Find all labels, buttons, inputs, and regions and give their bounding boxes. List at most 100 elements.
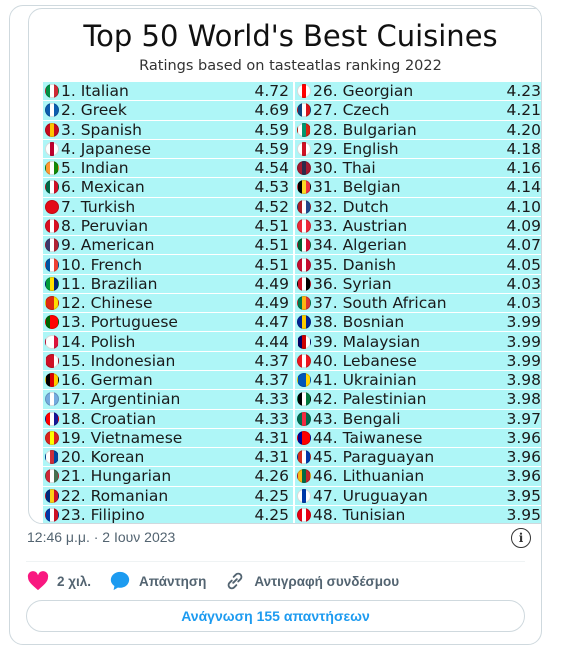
ranking-row: 3. Spanish 4.59: [43, 120, 293, 139]
cuisine-name: 6. Mexican: [61, 178, 145, 197]
cuisine-name: 39. Malaysian: [313, 332, 421, 351]
ranking-row: 35. Danish 4.05: [295, 255, 541, 274]
flag-icon: [45, 199, 59, 214]
flag-icon: [45, 430, 59, 445]
cuisine-name: 1. Italian: [61, 82, 129, 101]
ranking-row: 27. Czech 4.21: [295, 101, 541, 120]
cuisine-score: 4.37: [254, 351, 289, 370]
ranking-row: 13. Portuguese 4.47: [43, 313, 293, 332]
cuisine-name: 33. Austrian: [313, 216, 408, 235]
cuisine-score: 4.33: [254, 390, 289, 409]
cuisine-score: 4.72: [254, 82, 289, 101]
cuisine-score: 3.97: [506, 409, 541, 428]
flag-icon: [297, 238, 311, 253]
cuisine-name: 34. Algerian: [313, 236, 407, 255]
cuisine-name: 45. Paraguayan: [313, 448, 435, 467]
ranking-row: 45. Paraguayan 3.96: [295, 448, 541, 467]
cuisine-score: 4.59: [254, 120, 289, 139]
cuisine-name: 35. Danish: [313, 255, 397, 274]
ranking-row: 40. Lebanese 3.99: [295, 351, 541, 370]
cuisine-name: 28. Bulgarian: [313, 120, 417, 139]
cuisine-score: 4.23: [506, 82, 541, 101]
cuisine-score: 4.31: [254, 428, 289, 447]
flag-icon: [297, 469, 311, 484]
action-bar: 2 χιλ. Απάντηση Αντιγραφή συνδέσμου: [27, 569, 399, 593]
reply-button[interactable]: Απάντηση: [109, 570, 206, 592]
read-replies-button[interactable]: Ανάγνωση 155 απαντήσεων: [26, 600, 525, 632]
cuisine-name: 42. Palestinian: [313, 390, 427, 409]
ranking-row: 42. Palestinian 3.98: [295, 390, 541, 409]
ranking-row: 38. Bosnian 3.99: [295, 313, 541, 332]
cuisine-name: 14. Polish: [61, 332, 136, 351]
cuisine-score: 4.69: [254, 101, 289, 120]
flag-icon: [45, 296, 59, 311]
cuisine-name: 8. Peruvian: [61, 216, 149, 235]
copy-link-button[interactable]: Αντιγραφή συνδέσμου: [224, 570, 399, 592]
cuisine-score: 3.99: [506, 332, 541, 351]
info-icon[interactable]: i: [511, 528, 531, 548]
flag-icon: [45, 411, 59, 426]
ranking-row: 33. Austrian 4.09: [295, 216, 541, 236]
cuisine-name: 3. Spanish: [61, 120, 142, 139]
cuisine-score: 4.05: [506, 255, 541, 274]
cuisine-name: 12. Chinese: [61, 294, 153, 313]
flag-icon: [45, 218, 59, 233]
cuisine-score: 4.51: [254, 255, 289, 274]
cuisine-score: 3.95: [506, 505, 541, 524]
cuisine-score: 4.26: [254, 467, 289, 486]
ranking-row: 18. Croatian 4.33: [43, 409, 293, 428]
flag-icon: [297, 411, 311, 426]
like-button[interactable]: 2 χιλ.: [27, 571, 91, 591]
flag-icon: [45, 315, 59, 330]
ranking-row: 34. Algerian 4.07: [295, 236, 541, 255]
flag-icon: [297, 84, 311, 99]
ranking-row: 37. South African 4.03: [295, 293, 541, 313]
cuisine-score: 4.03: [506, 274, 541, 293]
cuisine-name: 31. Belgian: [313, 178, 401, 197]
cuisine-name: 32. Dutch: [313, 197, 389, 216]
flag-icon: [297, 199, 311, 214]
ranking-row: 6. Mexican 4.53: [43, 178, 293, 197]
ranking-row: 47. Uruguayan 3.95: [295, 486, 541, 505]
cuisine-score: 3.99: [506, 313, 541, 332]
cuisine-score: 3.98: [506, 371, 541, 390]
ranking-row: 20. Korean 4.31: [43, 448, 293, 467]
tweet-image[interactable]: Top 50 World's Best Cuisines Ratings bas…: [28, 8, 541, 524]
ranking-row: 1. Italian 4.72: [43, 82, 293, 101]
ranking-row: 11. Brazilian 4.49: [43, 274, 293, 293]
ranking-row: 10. French 4.51: [43, 255, 293, 274]
cuisine-name: 5. Indian: [61, 159, 129, 178]
flag-icon: [45, 161, 59, 176]
cuisine-name: 22. Romanian: [61, 486, 169, 505]
flag-icon: [45, 238, 59, 253]
ranking-row: 39. Malaysian 3.99: [295, 332, 541, 351]
cuisine-name: 19. Vietnamese: [61, 428, 183, 447]
cuisine-name: 13. Portuguese: [61, 313, 178, 332]
flag-icon: [45, 257, 59, 272]
flag-icon: [297, 450, 311, 465]
ranking-row: 19. Vietnamese 4.31: [43, 428, 293, 448]
flag-icon: [45, 180, 59, 195]
ranking-row: 29. English 4.18: [295, 139, 541, 159]
cuisine-name: 41. Ukrainian: [313, 371, 417, 390]
cuisine-name: 4. Japanese: [61, 139, 152, 158]
ranking-row: 23. Filipino 4.25: [43, 505, 293, 523]
cuisine-score: 4.09: [506, 216, 541, 235]
cuisine-name: 10. French: [61, 255, 143, 274]
ranking-row: 48. Tunisian 3.95: [295, 505, 541, 524]
ranking-row: 36. Syrian 4.03: [295, 274, 541, 293]
flag-icon: [297, 507, 311, 522]
cuisine-score: 4.52: [254, 197, 289, 216]
ranking-row: 43. Bengali 3.97: [295, 409, 541, 428]
cuisine-score: 4.54: [254, 159, 289, 178]
flag-icon: [45, 334, 59, 349]
cuisine-score: 4.07: [506, 236, 541, 255]
ranking-row: 31. Belgian 4.14: [295, 178, 541, 197]
ranking-row: 32. Dutch 4.10: [295, 197, 541, 216]
flag-icon: [297, 276, 311, 291]
ranking-row: 8. Peruvian 4.51: [43, 216, 293, 236]
tweet-timestamp[interactable]: 12:46 μ.μ. · 2 Ιουν 2023: [27, 529, 176, 545]
cuisine-score: 4.37: [254, 371, 289, 390]
ranking-row: 12. Chinese 4.49: [43, 293, 293, 313]
ranking-row: 9. American 4.51: [43, 236, 293, 255]
